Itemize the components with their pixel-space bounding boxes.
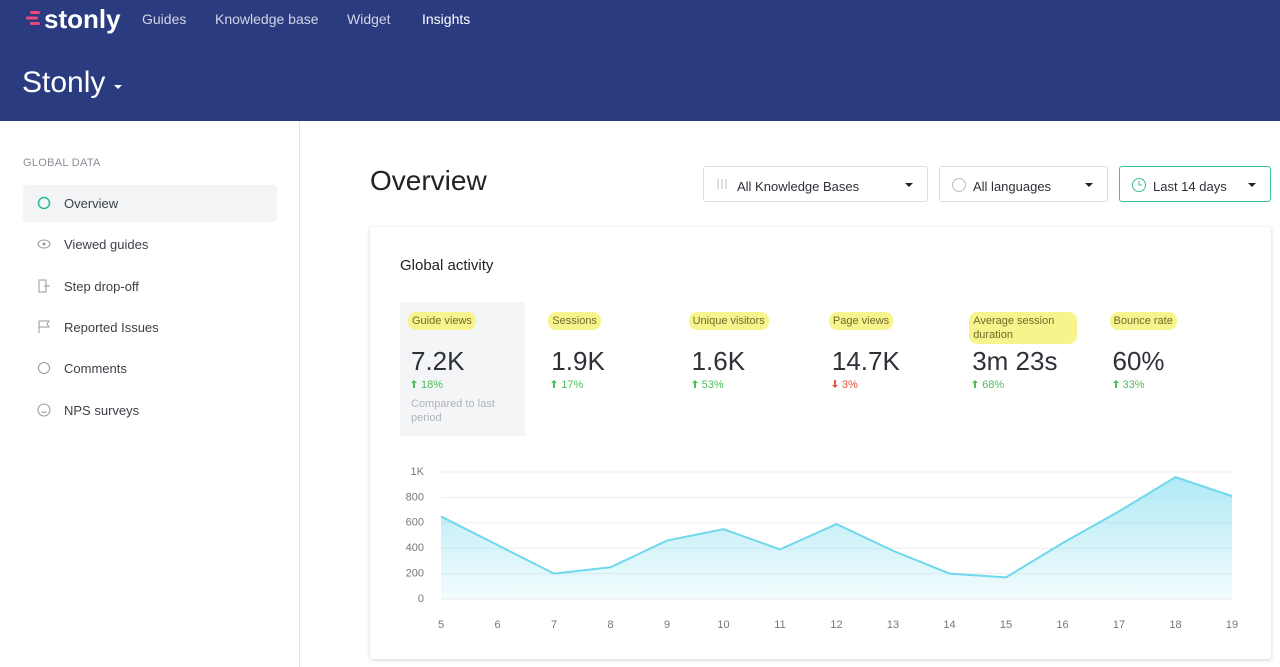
page-title: Overview [370,165,487,197]
item-label: NPS surveys [64,403,139,418]
item-label: Reported Issues [64,320,159,335]
item-icon [37,320,51,334]
filter-label: Last 14 days [1153,179,1227,194]
sidebar-item[interactable]: Reported Issues [23,309,277,346]
filter-icon [715,177,729,191]
x-tick-label: 12 [830,619,842,631]
sidebar: GLOBAL DATA Overview Viewed guides Step dr… [0,121,300,667]
caret [1085,183,1093,188]
nav-link[interactable]: Widget [347,11,391,27]
sidebar-item[interactable]: Step drop-off [23,268,277,305]
x-tick-label: 6 [494,619,500,631]
item-icon [37,403,51,417]
header: stonly Guides Knowledge base Widget Insi… [0,0,1280,121]
logo-icon [26,11,42,25]
activity-chart: 0 200 400 600 800 1K 5 6 7 8 9 10 11 12 13 14 15 16 17 18 19 [370,227,1271,659]
y-tick-label: 400 [406,542,424,554]
x-tick-label: 5 [438,619,444,631]
activity-card: Global activity Guide views7.2K18%Compar… [370,227,1271,659]
sidebar-item[interactable]: Viewed guides [23,226,277,263]
kb-filter[interactable]: All Knowledge Bases [703,166,928,202]
item-icon [37,237,51,251]
caret [111,82,125,92]
caret [905,183,913,188]
item-icon [37,361,51,375]
area-fill [441,477,1232,599]
nav-link[interactable]: Guides [142,11,186,27]
item-label: Step drop-off [64,279,139,294]
y-tick-label: 1K [411,466,425,478]
section-title: GLOBAL DATA [23,157,101,169]
item-icon [37,196,51,210]
x-tick-label: 14 [943,619,955,631]
nav-link[interactable]: Insights [422,11,470,27]
x-tick-label: 7 [551,619,557,631]
sidebar-item[interactable]: NPS surveys [23,392,277,429]
workspace-switcher[interactable]: Stonly [22,66,125,100]
item-label: Overview [64,196,118,211]
clock-icon [1131,177,1147,193]
y-tick-label: 200 [406,568,424,580]
sidebar-item[interactable]: Comments [23,350,277,387]
y-tick-label: 800 [406,491,424,503]
item-icon [37,279,51,293]
globe-icon [951,177,967,193]
x-tick-label: 18 [1169,619,1181,631]
logo[interactable]: stonly [44,4,121,35]
date-filter[interactable]: Last 14 days [1119,166,1271,202]
x-tick-label: 13 [887,619,899,631]
filter-label: All languages [973,179,1051,194]
x-tick-label: 15 [1000,619,1012,631]
sidebar-item[interactable]: Overview [23,185,277,222]
y-tick-label: 0 [418,593,424,605]
x-tick-label: 19 [1226,619,1238,631]
y-tick-label: 600 [406,517,424,529]
language-filter[interactable]: All languages [939,166,1108,202]
x-tick-label: 11 [774,619,785,631]
x-tick-label: 9 [664,619,670,631]
nav-link[interactable]: Knowledge base [215,11,319,27]
x-tick-label: 8 [607,619,613,631]
x-tick-label: 10 [717,619,729,631]
x-tick-label: 16 [1056,619,1068,631]
workspace-name: Stonly [22,66,105,99]
caret [1248,183,1256,188]
item-label: Comments [64,361,127,376]
x-tick-label: 17 [1113,619,1125,631]
item-label: Viewed guides [64,237,148,252]
filter-label: All Knowledge Bases [737,179,859,194]
